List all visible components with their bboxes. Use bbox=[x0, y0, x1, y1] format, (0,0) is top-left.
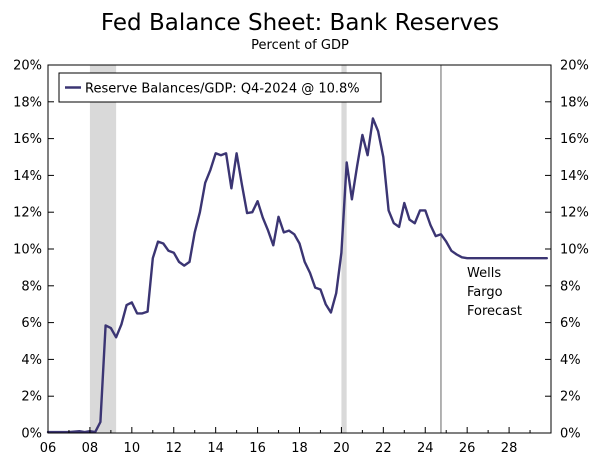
y-tick-label-left-5: 10% bbox=[13, 243, 42, 258]
y-tick-label-right-0: 0% bbox=[560, 427, 581, 442]
tick-layer: 0% 0% 2% 2% 4% 4% 6% 6% 8% 8% 10% 10% 12% 12% 14% 14% 16… bbox=[13, 59, 589, 457]
y-tick-label-left-3: 6% bbox=[21, 316, 42, 331]
forecast-label-line-1: Fargo bbox=[467, 285, 503, 300]
x-tick-label-1: 08 bbox=[82, 441, 99, 456]
legend: Reserve Balances/GDP: Q4-2024 @ 10.8% bbox=[58, 72, 382, 103]
y-tick-label-right-3: 6% bbox=[560, 316, 581, 331]
plot-frame bbox=[47, 64, 552, 434]
y-tick-label-left-9: 18% bbox=[13, 95, 42, 110]
y-tick-label-left-10: 20% bbox=[13, 59, 42, 74]
legend-box bbox=[58, 72, 382, 103]
x-tick-label-11: 28 bbox=[501, 441, 518, 456]
y-tick-label-right-2: 4% bbox=[560, 353, 581, 368]
recession-band-1 bbox=[341, 65, 347, 433]
forecast-label-line-0: Wells bbox=[467, 266, 501, 281]
y-tick-label-right-5: 10% bbox=[560, 243, 589, 258]
y-tick-label-left-2: 4% bbox=[21, 353, 42, 368]
y-tick-label-right-7: 14% bbox=[560, 169, 589, 184]
y-tick-label-right-9: 18% bbox=[560, 95, 589, 110]
x-tick-label-8: 22 bbox=[375, 441, 392, 456]
chart-title: Fed Balance Sheet: Bank Reserves bbox=[100, 10, 500, 36]
x-tick-label-7: 20 bbox=[333, 441, 350, 456]
y-tick-label-right-4: 8% bbox=[560, 279, 581, 294]
x-tick-label-10: 26 bbox=[459, 441, 476, 456]
recession-shading-layer bbox=[89, 65, 347, 433]
series-layer bbox=[46, 117, 548, 434]
x-tick-label-9: 24 bbox=[417, 441, 434, 456]
y-tick-label-left-7: 14% bbox=[13, 169, 42, 184]
x-tick-label-2: 10 bbox=[124, 441, 141, 456]
forecast-label-line-2: Forecast bbox=[467, 304, 522, 319]
x-tick-label-0: 06 bbox=[40, 441, 57, 456]
y-tick-label-right-8: 16% bbox=[560, 132, 589, 147]
legend-label: Reserve Balances/GDP: Q4-2024 @ 10.8% bbox=[85, 82, 360, 97]
y-tick-label-left-1: 2% bbox=[21, 390, 42, 405]
y-tick-label-left-4: 8% bbox=[21, 279, 42, 294]
y-tick-label-left-8: 16% bbox=[13, 132, 42, 147]
x-tick-label-5: 16 bbox=[249, 441, 266, 456]
y-tick-label-right-6: 12% bbox=[560, 206, 589, 221]
chart-subtitle: Percent of GDP bbox=[251, 38, 349, 53]
x-tick-label-6: 18 bbox=[291, 441, 308, 456]
y-tick-label-left-0: 0% bbox=[21, 427, 42, 442]
forecast-annotation: Wells Fargo Forecast bbox=[467, 266, 522, 319]
x-tick-label-3: 12 bbox=[165, 441, 182, 456]
y-tick-label-right-10: 20% bbox=[560, 59, 589, 74]
y-tick-label-left-6: 12% bbox=[13, 206, 42, 221]
y-tick-label-right-1: 2% bbox=[560, 390, 581, 405]
axis-layer bbox=[47, 64, 552, 434]
x-tick-label-4: 14 bbox=[207, 441, 224, 456]
series-line-0 bbox=[46, 117, 548, 434]
